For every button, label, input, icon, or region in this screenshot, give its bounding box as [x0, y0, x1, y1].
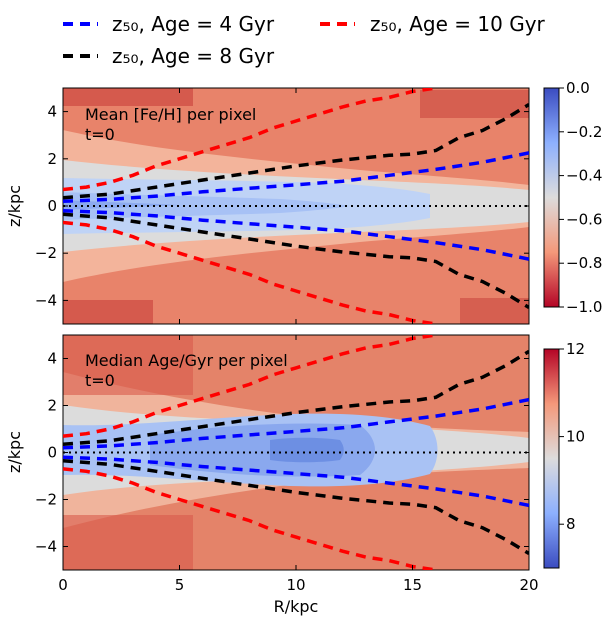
bottom-x-ticks: 0 5 10 15 20	[58, 335, 539, 594]
bottom-curves	[63, 335, 529, 570]
bottom-curve-2-upper	[63, 335, 437, 438]
top-ytick-label-4: 4	[47, 103, 57, 121]
bottom-ytick-label-2: 0	[47, 444, 57, 462]
bottom-ytick-label-4: 4	[47, 350, 57, 368]
bottom-curve-0-lower	[63, 455, 529, 508]
top-y-ticks: −4 −2 0 2 4	[35, 88, 530, 324]
bottom-y-ticks: −4 −2 0 2 4	[35, 350, 529, 556]
bottom-curve-0-upper	[63, 397, 529, 450]
top-cbtick-label-4: −0.8	[566, 254, 602, 272]
bottom-panel: Median Age/Gyr per pixel t=0 −4 −2 0 2 4 0 5 1…	[5, 334, 585, 616]
xtick-label-4: 20	[519, 576, 538, 594]
top-curve-2-upper	[63, 88, 437, 192]
bottom-heatmap	[63, 335, 529, 570]
top-y-axis-label: z/kpc	[5, 185, 24, 227]
top-cbtick-label-0: 0.0	[566, 79, 590, 97]
top-ytick-label-1: −2	[35, 244, 57, 262]
bottom-curve-2-lower	[63, 467, 437, 570]
top-ytick-label-3: 2	[47, 150, 57, 168]
xtick-label-2: 10	[286, 576, 305, 594]
bottom-ytick-label-0: −4	[35, 538, 57, 556]
bottom-y-axis-label: z/kpc	[5, 431, 24, 473]
top-annotation-time: t=0	[85, 125, 115, 144]
bottom-annotation-title: Median Age/Gyr per pixel	[85, 351, 288, 370]
x-axis-label: R/kpc	[274, 597, 319, 616]
legend-label-age8: z₅₀, Age = 8 Gyr	[112, 44, 275, 68]
top-cbtick-label-1: −0.2	[566, 123, 602, 141]
bottom-colorbar-ticks: 12 10 8	[559, 340, 585, 533]
xtick-label-0: 0	[58, 576, 68, 594]
top-cbtick-label-2: −0.4	[566, 167, 602, 185]
top-curve-0-lower	[63, 208, 529, 261]
top-curve-0-upper	[63, 151, 529, 204]
top-ytick-label-2: 0	[47, 197, 57, 215]
legend-label-age4: z₅₀, Age = 4 Gyr	[112, 12, 275, 36]
top-heatmap	[63, 88, 529, 324]
bottom-annotation-time: t=0	[85, 371, 115, 390]
xtick-label-1: 5	[175, 576, 185, 594]
legend-label-age10: z₅₀, Age = 10 Gyr	[370, 12, 546, 36]
bottom-cbtick-label-0: 12	[566, 340, 585, 358]
top-ytick-label-0: −4	[35, 291, 57, 309]
top-cbtick-label-5: −1.0	[566, 298, 602, 316]
xtick-label-3: 15	[403, 576, 422, 594]
bottom-ytick-label-3: 2	[47, 397, 57, 415]
top-colorbar-ticks: 0.0 −0.2 −0.4 −0.6 −0.8 −1.0	[559, 79, 602, 316]
top-curve-2-lower	[63, 220, 437, 324]
bottom-colorbar	[543, 348, 560, 569]
bottom-cbtick-label-1: 10	[566, 428, 585, 446]
top-colorbar	[543, 87, 560, 308]
bottom-cbtick-label-2: 8	[566, 515, 576, 533]
bottom-ytick-label-1: −2	[35, 491, 57, 509]
top-curves	[63, 88, 529, 324]
legend: z₅₀, Age = 4 Gyr z₅₀, Age = 10 Gyr z₅₀, …	[63, 12, 546, 68]
top-annotation-title: Mean [Fe/H] per pixel	[85, 105, 256, 124]
top-cbtick-label-3: −0.6	[566, 210, 602, 228]
